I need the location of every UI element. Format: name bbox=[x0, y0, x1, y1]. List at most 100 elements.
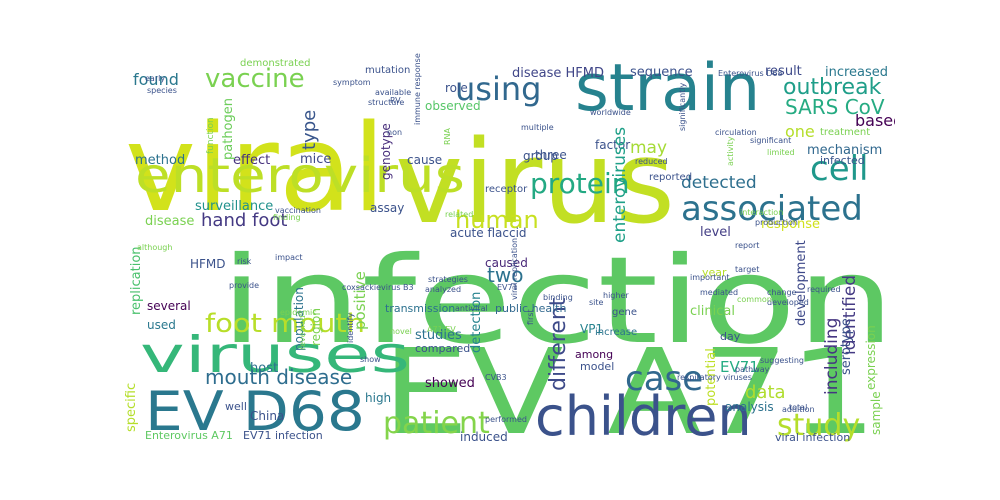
word-study: study bbox=[777, 408, 860, 443]
word-mice: mice bbox=[300, 152, 331, 167]
word-viral: viral bbox=[125, 100, 386, 239]
word-compared: compared bbox=[415, 342, 470, 355]
word-protein: protein bbox=[530, 167, 630, 200]
word-observed: observed bbox=[425, 99, 481, 113]
word-enterovirus: enterovirus bbox=[135, 148, 465, 204]
word-strategies: strategies bbox=[428, 275, 468, 284]
word-although: although bbox=[137, 243, 172, 252]
word-enterovirus-d68: Enterovirus D68 bbox=[718, 69, 783, 78]
word-detection: detection bbox=[469, 292, 484, 353]
word-level: level bbox=[700, 225, 731, 240]
word-sequence: sequence bbox=[630, 65, 693, 80]
word-sample: sample bbox=[869, 391, 883, 435]
word-identify: identify bbox=[346, 313, 355, 343]
word-rv: RV bbox=[390, 96, 401, 105]
word-region: region bbox=[309, 308, 323, 346]
word-function: function bbox=[206, 117, 216, 154]
word-based: based bbox=[855, 111, 895, 130]
word-ev-d68: EV D68 bbox=[145, 380, 365, 443]
word-non: non bbox=[387, 128, 402, 137]
word-disease-hfmd: disease HFMD bbox=[512, 66, 604, 81]
word-target: target bbox=[735, 265, 759, 274]
word-hand-foot: hand foot bbox=[201, 210, 287, 231]
word-among: among bbox=[575, 348, 613, 361]
word-finding: finding bbox=[273, 213, 301, 222]
word-available: available bbox=[375, 88, 411, 97]
word-species: species bbox=[147, 86, 177, 95]
word-a71-ev: A71 EV bbox=[427, 325, 456, 334]
word-cell: cell bbox=[810, 149, 869, 189]
word-related: related bbox=[445, 210, 473, 219]
word-total: total bbox=[789, 403, 807, 412]
word-multiple: multiple bbox=[521, 123, 554, 132]
word-binding: binding bbox=[543, 293, 573, 302]
word-report: report bbox=[735, 241, 759, 250]
word-increased: increased bbox=[825, 65, 888, 80]
word-detected: detected bbox=[681, 173, 757, 193]
word-significantly: significantly bbox=[678, 82, 687, 131]
word-children: children bbox=[535, 385, 752, 448]
word-pathogen: pathogen bbox=[221, 98, 236, 160]
word-vaccine: vaccine bbox=[205, 64, 305, 94]
word-used: used bbox=[147, 318, 176, 332]
word-important: important bbox=[690, 273, 730, 282]
word-demonstrated: demonstrated bbox=[240, 58, 311, 69]
word-cvb3: CVB3 bbox=[485, 373, 507, 382]
word-symptom: symptom bbox=[333, 78, 371, 87]
word-model: model bbox=[580, 360, 614, 373]
word-required: required bbox=[807, 285, 841, 294]
word-coxsackievirus-b3: coxsackievirus B3 bbox=[342, 283, 414, 292]
word-risk: risk bbox=[237, 257, 252, 266]
word-different: different bbox=[546, 297, 571, 391]
word-associated: associated bbox=[681, 189, 863, 229]
word-addition: addition bbox=[782, 405, 815, 414]
word-first: first bbox=[526, 309, 535, 325]
word-serotype: serotype bbox=[839, 318, 854, 375]
word-developed: developed bbox=[767, 298, 809, 307]
word-epidemic: epidemic bbox=[280, 308, 317, 317]
word-replication: replication bbox=[129, 246, 144, 315]
word-patient: patient bbox=[383, 406, 490, 441]
word-positive: positive bbox=[351, 271, 369, 330]
word-ev71: EV71 bbox=[720, 358, 759, 376]
word-group: group bbox=[523, 149, 558, 163]
word-worldwide: worldwide bbox=[590, 108, 631, 117]
word-effect: effect bbox=[233, 153, 270, 168]
word-significant: significant bbox=[750, 136, 791, 145]
word-several: several bbox=[147, 299, 191, 313]
word-role: role bbox=[445, 81, 468, 95]
word-day: day bbox=[720, 330, 741, 343]
word-acute-flaccid: acute flaccid bbox=[450, 226, 527, 240]
word-mutation: mutation bbox=[365, 65, 410, 76]
word-development: development bbox=[794, 240, 809, 326]
word-well: well bbox=[225, 400, 247, 413]
word-production: production bbox=[755, 218, 798, 227]
word-case: case bbox=[625, 359, 703, 399]
word-analyzed: analyzed bbox=[425, 285, 461, 294]
word-expression: expression bbox=[864, 325, 878, 390]
word-early: early bbox=[145, 74, 165, 83]
word-outbreak: outbreak bbox=[783, 75, 882, 100]
word-respiratory-viruses: respiratory viruses bbox=[677, 373, 752, 382]
word-three: three bbox=[535, 148, 567, 162]
word-infection: infection bbox=[220, 232, 895, 371]
word-showed: showed bbox=[425, 376, 475, 391]
word-vaccination: vaccination bbox=[275, 206, 321, 215]
word-population: population bbox=[292, 287, 306, 351]
word-studies: studies bbox=[415, 328, 462, 343]
word-cloud: infection EV A71 viral virus strain children e… bbox=[125, 50, 895, 450]
word-ev71-infection: EV71 infection bbox=[243, 429, 323, 442]
word-sars-cov: SARS CoV bbox=[785, 95, 885, 119]
word-potential: potential bbox=[704, 348, 719, 406]
word-found: found bbox=[133, 70, 179, 89]
word-type: type bbox=[299, 110, 320, 150]
word-result: result bbox=[765, 64, 802, 79]
word-treatment: treatment bbox=[820, 127, 870, 138]
word-caused: caused bbox=[485, 256, 528, 270]
word-receptor: receptor bbox=[485, 184, 528, 195]
word-pathway: pathway bbox=[735, 365, 770, 374]
word-host: host bbox=[250, 361, 278, 376]
word-suggesting: suggesting bbox=[760, 356, 804, 365]
word-mouth-disease: mouth disease bbox=[205, 365, 352, 389]
